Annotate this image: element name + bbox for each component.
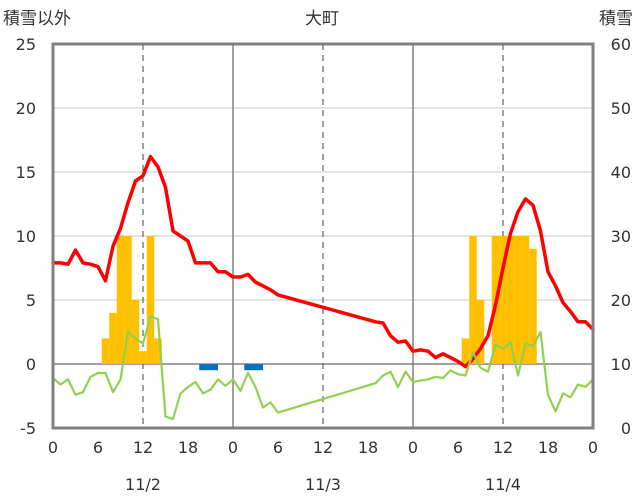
y-tick-right: 30 xyxy=(611,227,631,246)
x-tick: 12 xyxy=(313,438,333,457)
x-tick: 6 xyxy=(93,438,103,457)
chart-title: 大町 xyxy=(305,9,339,29)
y-tick-left: 15 xyxy=(16,163,36,182)
snow-bar xyxy=(476,300,485,364)
x-tick: 6 xyxy=(273,438,283,457)
snow-bar xyxy=(139,351,147,364)
x-tick: 0 xyxy=(48,438,58,457)
snow-bar xyxy=(514,236,522,364)
snow-bar xyxy=(131,300,140,364)
x-tick: 18 xyxy=(178,438,198,457)
y-tick-right: 20 xyxy=(611,291,631,310)
y-tick-left: -5 xyxy=(20,419,36,438)
y-tick-right: 0 xyxy=(621,419,631,438)
date-label: 11/4 xyxy=(485,475,521,494)
snow-bar xyxy=(506,236,515,364)
precip-mark xyxy=(244,364,263,371)
y-tick-right: 40 xyxy=(611,163,631,182)
snow-bar xyxy=(469,236,477,364)
y-tick-left: 5 xyxy=(26,291,36,310)
date-label: 11/2 xyxy=(125,475,161,494)
series-line xyxy=(51,315,595,421)
snow-bar xyxy=(124,236,132,364)
date-label: 11/3 xyxy=(305,475,341,494)
series-line xyxy=(51,154,595,369)
y-tick-left: 10 xyxy=(16,227,36,246)
snow-bar xyxy=(116,236,125,364)
y-tick-left: 20 xyxy=(16,99,36,118)
x-tick: 0 xyxy=(228,438,238,457)
y-tick-right: 50 xyxy=(611,99,631,118)
snow-bar xyxy=(109,312,117,364)
snow-bar xyxy=(521,236,530,364)
snow-bar xyxy=(529,248,537,364)
precip-mark xyxy=(199,364,218,371)
snow-bar xyxy=(499,236,507,364)
x-tick: 0 xyxy=(408,438,418,457)
y-axis-right-label: 積雪 xyxy=(599,9,633,29)
plot-frame xyxy=(51,42,595,430)
x-tick: 18 xyxy=(538,438,558,457)
y-tick-left: 0 xyxy=(26,355,36,374)
y-axis-left-label: 積雪以外 xyxy=(3,9,71,29)
y-tick-right: 10 xyxy=(611,355,631,374)
x-tick: 12 xyxy=(493,438,513,457)
snow-bars xyxy=(101,236,537,364)
x-tick: 6 xyxy=(453,438,463,457)
y-tick-right: 60 xyxy=(611,35,631,54)
snow-bar xyxy=(461,338,470,364)
y-tick-left: 25 xyxy=(16,35,36,54)
tick-labels: -5 0 5 10 15 20 25 0 10 20 30 40 50 60 0 6 12 18 0 6 12 18 0 6 1… xyxy=(16,35,631,494)
x-tick: 0 xyxy=(588,438,598,457)
x-tick: 18 xyxy=(358,438,378,457)
x-tick: 12 xyxy=(133,438,153,457)
snow-bar xyxy=(146,236,155,364)
snow-bar xyxy=(101,338,110,364)
snow-bar xyxy=(154,338,162,364)
